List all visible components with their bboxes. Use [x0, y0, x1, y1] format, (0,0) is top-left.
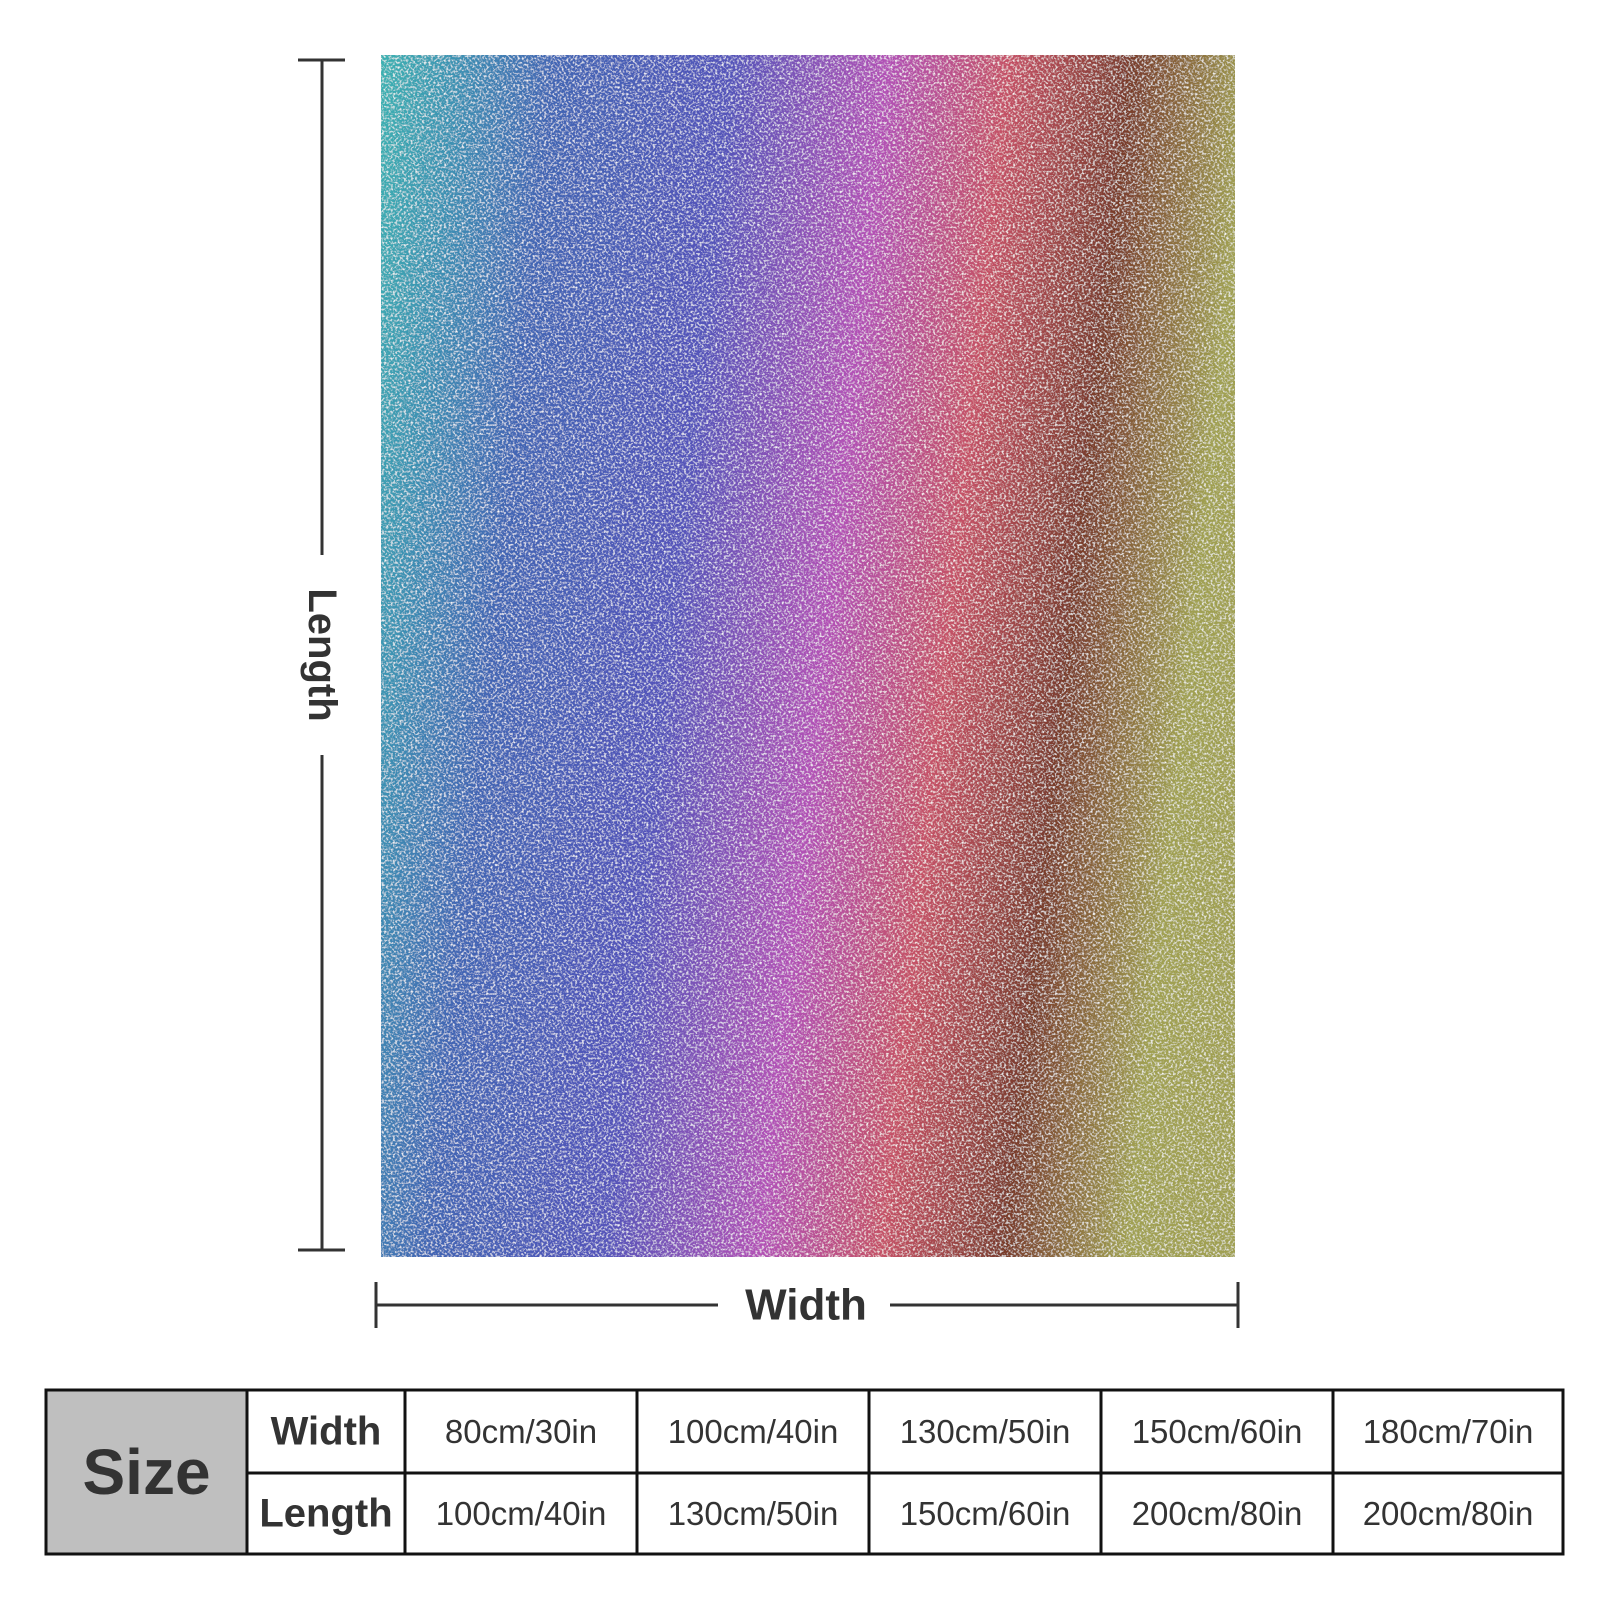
cell-text: 100cm/40in: [436, 1495, 607, 1532]
cell-text: 150cm/60in: [900, 1495, 1071, 1532]
table-cell: [1331, 1471, 1565, 1556]
blanket: [381, 55, 1235, 1257]
size-table: Size Width 80cm/30in 100cm/40in 130cm/50in 15…: [44, 1388, 1565, 1556]
row-header: Length: [259, 1492, 392, 1536]
cell-text: 100cm/40in: [668, 1413, 839, 1450]
cell-text: 180cm/70in: [1363, 1413, 1534, 1450]
cell-text: 130cm/50in: [668, 1495, 839, 1532]
width-label: Width: [745, 1281, 867, 1330]
cell-text: 80cm/30in: [445, 1413, 597, 1450]
blanket-print: [381, 55, 1235, 1257]
size-title: Size: [82, 1436, 210, 1508]
row-header-cell: [245, 1471, 407, 1556]
table-cell: [1331, 1388, 1565, 1475]
row-header: Width: [271, 1410, 382, 1454]
cell-text: 150cm/60in: [1132, 1413, 1303, 1450]
table-cell: [1099, 1471, 1335, 1556]
cell-text: 200cm/80in: [1363, 1495, 1534, 1532]
size-cell: [44, 1388, 249, 1556]
length-bracket: [298, 58, 345, 1252]
width-bracket: [374, 1282, 1240, 1328]
table-cell: [867, 1471, 1103, 1556]
table-cell: [1099, 1388, 1335, 1475]
length-label: Length: [300, 588, 344, 721]
table-cell: [403, 1471, 639, 1556]
cell-text: 200cm/80in: [1132, 1495, 1303, 1532]
cell-text: 130cm/50in: [900, 1413, 1071, 1450]
